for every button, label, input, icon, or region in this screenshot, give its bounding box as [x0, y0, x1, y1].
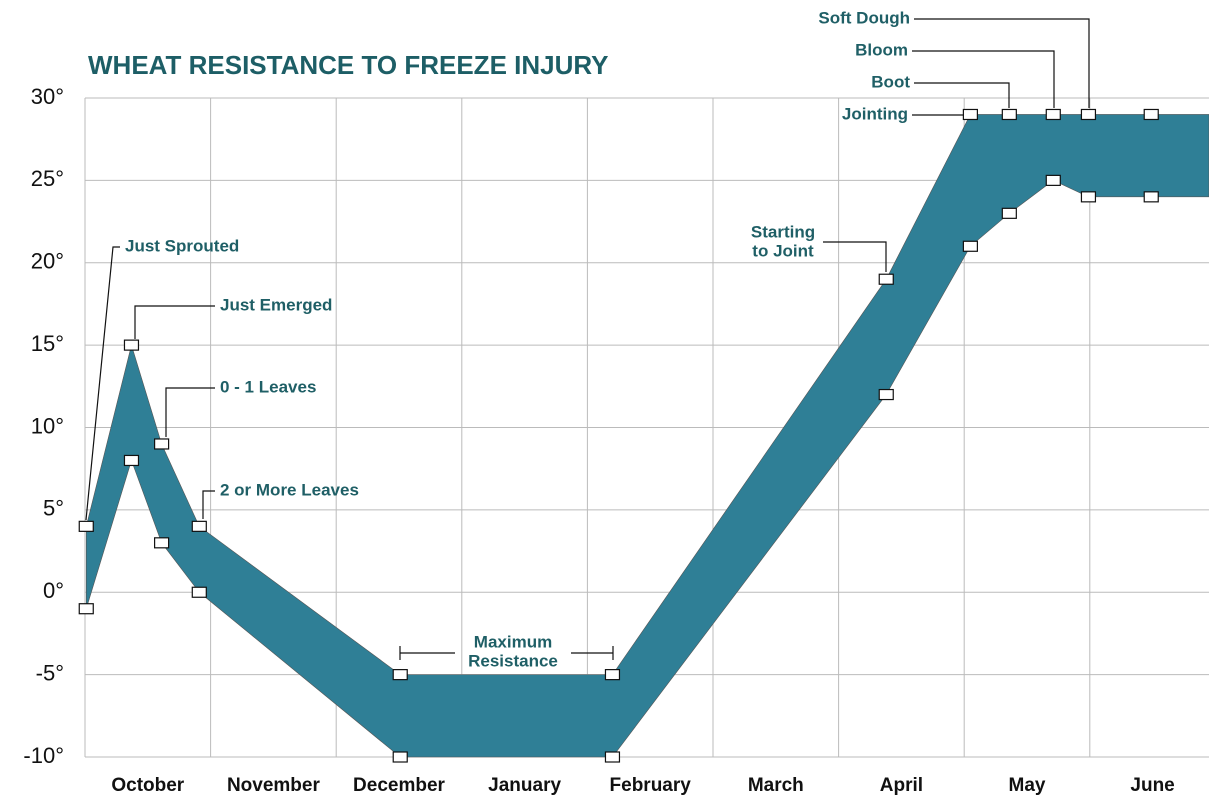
annotation: 2 or More Leaves	[220, 480, 359, 499]
point-marker	[878, 388, 894, 401]
leader-line	[914, 18, 1090, 108]
annotation: 0 - 1 Leaves	[220, 377, 316, 396]
leader-line	[823, 241, 887, 272]
x-tick-label: May	[1009, 775, 1046, 796]
y-tick-label: 10°	[31, 413, 64, 438]
annotation: Boot	[871, 72, 910, 91]
annotation: Bloom	[855, 40, 908, 59]
annotation: Jointing	[842, 104, 908, 123]
point-marker	[1143, 191, 1159, 203]
resistance-band	[85, 114, 1209, 758]
point-marker	[1045, 174, 1061, 186]
point-marker	[1045, 108, 1061, 121]
point-marker	[123, 454, 140, 467]
y-tick-label: 5°	[43, 496, 64, 521]
x-tick-label: February	[610, 775, 692, 796]
chart-title: WHEAT RESISTANCE TO FREEZE INJURY	[88, 50, 609, 80]
leader-line	[202, 490, 215, 519]
point-marker	[1080, 108, 1097, 121]
annotation: Soft Dough	[818, 8, 910, 27]
y-tick-label: -10°	[23, 743, 64, 768]
point-marker	[154, 438, 170, 450]
point-marker	[191, 520, 207, 532]
point-marker	[123, 339, 140, 351]
leader-line	[914, 82, 1010, 108]
annotation: to Joint	[752, 241, 814, 260]
x-tick-label: November	[227, 775, 321, 796]
leader-line	[165, 387, 215, 437]
y-tick-label: 15°	[31, 331, 64, 356]
point-marker	[878, 273, 894, 285]
y-tick-label: 30°	[31, 84, 64, 109]
annotation: Resistance	[468, 651, 558, 670]
y-tick-label: 20°	[31, 249, 64, 274]
y-tick-label: 25°	[31, 166, 64, 191]
leader-line	[134, 305, 215, 339]
point-marker	[962, 240, 978, 252]
annotation: Just Emerged	[220, 295, 332, 314]
point-marker	[392, 751, 408, 763]
x-tick-label: January	[488, 775, 561, 796]
point-marker	[604, 669, 621, 681]
x-tick-label: December	[353, 775, 445, 796]
point-marker	[78, 603, 94, 615]
annotation: Just Sprouted	[125, 236, 239, 255]
point-marker	[78, 520, 94, 532]
annotation: Starting	[751, 222, 815, 241]
point-marker	[191, 586, 207, 598]
x-tick-label: March	[748, 775, 804, 796]
y-tick-label: 0°	[43, 578, 64, 603]
x-tick-label: April	[880, 775, 923, 796]
point-marker	[1001, 207, 1017, 219]
x-tick-label: October	[111, 775, 184, 796]
annotation: Maximum	[474, 632, 552, 651]
x-tick-label: June	[1130, 775, 1174, 796]
leader-line	[912, 50, 1055, 108]
point-marker	[1080, 191, 1097, 203]
point-marker	[604, 751, 621, 763]
point-marker	[154, 537, 170, 549]
point-marker	[1001, 108, 1017, 121]
point-marker	[392, 669, 408, 681]
point-marker	[962, 108, 978, 121]
y-tick-label: -5°	[36, 660, 64, 685]
leader-line	[85, 246, 120, 521]
point-marker	[1143, 108, 1159, 121]
leader-line	[399, 646, 614, 660]
